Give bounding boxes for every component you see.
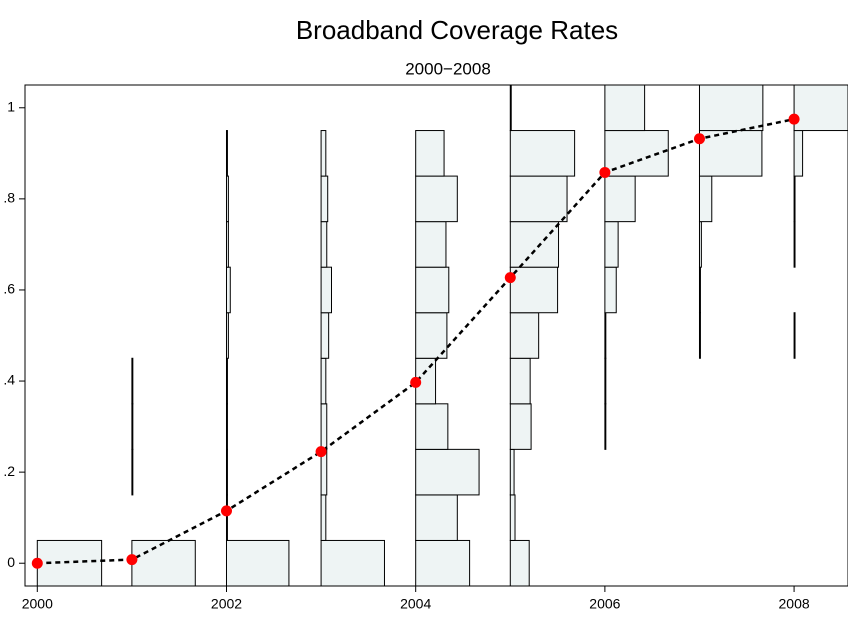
histogram-bar: [793, 312, 796, 359]
histogram-bar: [131, 403, 134, 450]
y-tick-label: .6: [3, 281, 15, 297]
mean-line: [37, 117, 795, 565]
mean-point: [220, 505, 232, 517]
x-tick-label: 2008: [779, 596, 810, 612]
histogram-bar: [604, 221, 619, 268]
histogram-bar: [793, 175, 796, 223]
histogram-bar: [698, 175, 713, 223]
histogram-bar: [415, 448, 480, 496]
histogram-bar: [793, 221, 796, 268]
histogram-bar: [225, 130, 228, 177]
histogram-bar: [604, 357, 607, 405]
x-tick-label: 2006: [589, 596, 620, 612]
plot-area: [31, 85, 848, 586]
histogram-bar: [225, 266, 231, 314]
chart-title: Broadband Coverage Rates: [296, 15, 618, 45]
y-tick-label: .4: [3, 372, 15, 388]
histogram-bar: [698, 266, 701, 314]
histogram-bar: [793, 130, 804, 177]
histogram-bar: [415, 539, 471, 586]
histogram-bar: [415, 175, 458, 223]
y-tick-label: .2: [3, 463, 15, 479]
histogram-bar: [509, 175, 568, 223]
histogram-bar: [225, 403, 228, 450]
histogram-bar: [509, 448, 515, 496]
histogram-bar: [131, 539, 196, 586]
histogram-bar: [320, 403, 328, 450]
mean-point: [504, 272, 516, 284]
chart-subtitle: 2000−2008: [405, 59, 491, 78]
histogram-bar: [225, 312, 229, 359]
histogram-bar: [225, 448, 228, 496]
histogram-bar: [320, 221, 328, 268]
histogram-bar: [415, 221, 447, 268]
histogram-bar: [225, 175, 229, 223]
histogram-bar: [320, 130, 327, 177]
histogram-bar: [415, 494, 458, 541]
histogram-bar: [698, 312, 701, 359]
x-tick-label: 2004: [400, 596, 431, 612]
histogram-bar: [604, 85, 646, 132]
histogram-bar: [509, 266, 559, 314]
histogram-bar: [793, 85, 848, 132]
histogram-bar: [131, 448, 134, 496]
histogram-bar: [131, 357, 134, 405]
mean-point: [126, 554, 138, 566]
mean-point: [410, 376, 422, 388]
histogram-bar: [225, 539, 290, 586]
histogram-bar: [415, 403, 449, 450]
histogram-bar: [320, 357, 327, 405]
plot-frame: [24, 84, 848, 587]
histogram-bar: [509, 130, 576, 177]
histogram-bar: [415, 266, 450, 314]
histogram-bar: [509, 85, 512, 132]
histogram-bar: [415, 130, 445, 177]
histogram-bar: [509, 221, 560, 268]
histogram-bar: [320, 266, 332, 314]
histogram-bar: [320, 175, 329, 223]
histogram-bar: [225, 494, 228, 541]
histogram-bar: [509, 494, 516, 541]
y-tick-label: .8: [3, 190, 15, 206]
histogram-bar: [320, 312, 330, 359]
mean-point: [315, 446, 327, 458]
histogram-bar: [604, 312, 607, 359]
mean-point: [31, 557, 43, 569]
histogram-bar: [509, 357, 531, 405]
histogram-bar: [509, 403, 532, 450]
histogram-bar: [509, 539, 530, 586]
histogram-bar: [698, 221, 702, 268]
mean-point: [693, 133, 705, 145]
histogram-bar: [320, 539, 385, 586]
x-tick-label: 2000: [22, 596, 53, 612]
histogram-bar: [604, 266, 617, 314]
mean-point: [788, 113, 800, 125]
histogram-bar: [225, 221, 229, 268]
histogram-bar: [225, 357, 228, 405]
histogram-bar: [320, 494, 327, 541]
x-tick-label: 2002: [211, 596, 242, 612]
histogram-bar: [604, 175, 636, 223]
y-tick-label: 1: [7, 98, 15, 114]
histogram-bar: [698, 85, 764, 132]
mean-point: [599, 166, 611, 178]
y-tick-label: 0: [7, 554, 15, 570]
histogram-bar: [604, 403, 607, 450]
histogram-bar: [509, 312, 540, 359]
